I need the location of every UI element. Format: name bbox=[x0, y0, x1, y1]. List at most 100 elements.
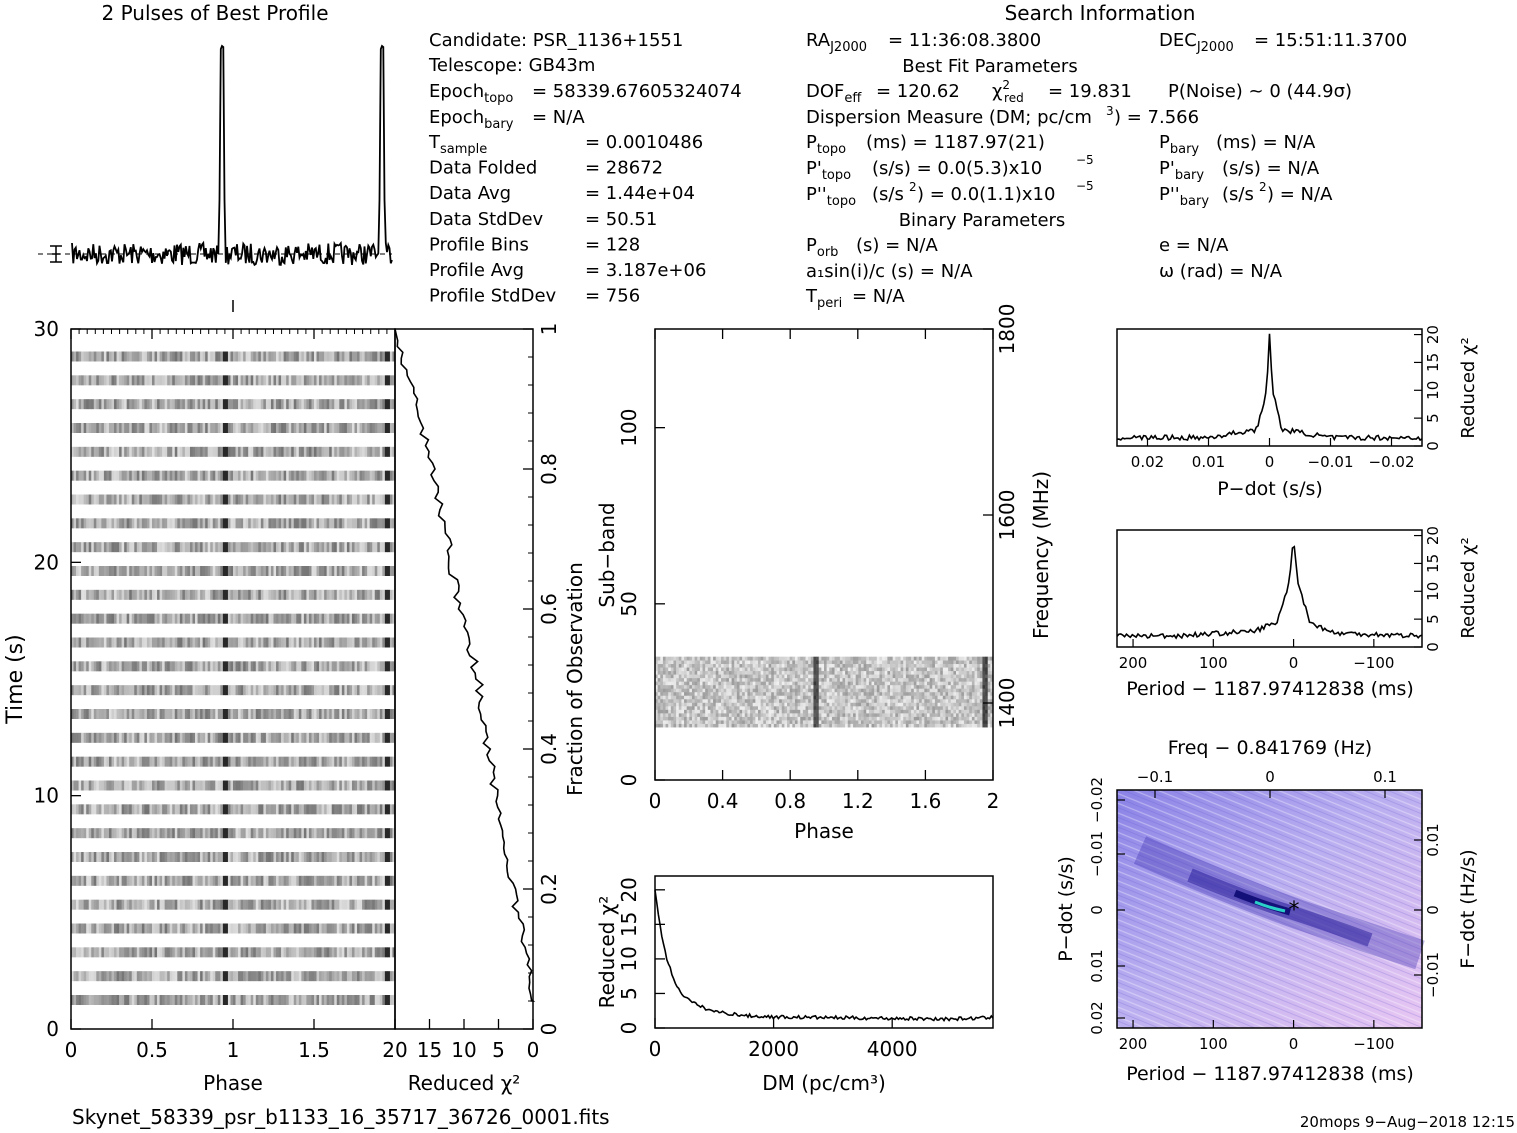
time-phase-cell bbox=[76, 566, 79, 576]
time-phase-cell bbox=[136, 780, 140, 791]
time-phase-cell bbox=[311, 637, 315, 648]
time-phase-cell bbox=[106, 613, 110, 624]
time-phase-cell bbox=[384, 685, 388, 696]
time-phase-cell bbox=[382, 780, 386, 791]
time-phase-cell bbox=[382, 518, 386, 529]
subband-cell bbox=[726, 706, 730, 710]
time-phase-cell bbox=[230, 423, 234, 433]
time-phase-cell bbox=[359, 470, 363, 481]
subband-cell bbox=[900, 713, 904, 717]
time-phase-cell bbox=[314, 661, 317, 672]
time-phase-cell bbox=[169, 852, 173, 862]
time-phase-cell bbox=[230, 971, 234, 982]
time-phase-cell bbox=[167, 780, 171, 791]
time-phase-cell bbox=[210, 804, 214, 815]
time-phase-cell bbox=[215, 589, 219, 600]
subband-cell bbox=[776, 691, 780, 696]
subband-cell bbox=[670, 716, 674, 721]
time-phase-cell bbox=[235, 566, 239, 576]
time-phase-cell bbox=[336, 518, 340, 529]
time-phase-cell bbox=[374, 494, 378, 505]
subband-cell bbox=[831, 695, 835, 700]
time-phase-cell bbox=[235, 923, 239, 934]
time-phase-cell bbox=[372, 971, 376, 982]
time-phase-cell bbox=[240, 470, 244, 481]
time-phase-cell bbox=[164, 351, 168, 362]
time-phase-cell bbox=[377, 661, 381, 672]
subband-cell bbox=[813, 709, 817, 714]
subband-cell bbox=[921, 713, 925, 717]
chi2-time-ytick-label: 0.8 bbox=[537, 453, 561, 485]
time-phase-cell bbox=[88, 375, 92, 386]
pddtopo-label: P''topo bbox=[806, 184, 856, 209]
subband-cell bbox=[921, 723, 925, 728]
subband-cell bbox=[924, 695, 928, 700]
time-phase-cell bbox=[121, 852, 125, 862]
time-phase-cell bbox=[273, 470, 277, 481]
time-phase-cell bbox=[114, 446, 117, 457]
time-phase-cell bbox=[225, 494, 229, 505]
time-phase-cell bbox=[174, 971, 178, 982]
subband-cell bbox=[802, 723, 806, 728]
dm-exponent: 3 bbox=[1106, 104, 1114, 118]
time-phase-cell bbox=[172, 756, 176, 767]
subband-cell bbox=[779, 702, 783, 707]
time-phase-cell bbox=[98, 780, 102, 791]
subband-cell bbox=[800, 691, 804, 696]
time-phase-cell bbox=[167, 661, 171, 672]
time-phase-cell bbox=[71, 995, 74, 1005]
subband-cell bbox=[699, 720, 703, 724]
time-phase-cell bbox=[362, 446, 365, 457]
time-phase-cell bbox=[240, 351, 244, 362]
subband-cell bbox=[929, 709, 933, 714]
time-phase-cell bbox=[334, 494, 338, 505]
time-phase-cell bbox=[278, 423, 282, 433]
time-phase-cell bbox=[187, 613, 191, 624]
subband-cell bbox=[655, 706, 658, 710]
time-phase-cell bbox=[265, 947, 269, 958]
subband-cell bbox=[950, 698, 954, 703]
time-phase-cell bbox=[359, 899, 363, 910]
time-phase-cell bbox=[207, 971, 211, 982]
time-phase-cell bbox=[389, 947, 393, 958]
time-phase-cell bbox=[139, 661, 143, 672]
subband-cell bbox=[747, 716, 751, 721]
time-phase-cell bbox=[71, 494, 74, 505]
time-phase-cell bbox=[255, 518, 259, 529]
time-phase-cell bbox=[276, 470, 279, 481]
time-phase-cell bbox=[296, 661, 300, 672]
time-phase-cell bbox=[341, 732, 345, 743]
time-phase-cell bbox=[233, 852, 236, 862]
time-phase-cell bbox=[164, 732, 168, 743]
time-phase-cell bbox=[298, 494, 302, 505]
subband-cell bbox=[676, 691, 680, 696]
subband-cell bbox=[919, 702, 922, 707]
time-phase-cell bbox=[210, 589, 214, 600]
subband-cell bbox=[945, 716, 949, 721]
time-phase-cell bbox=[270, 446, 274, 457]
time-phase-cell bbox=[303, 732, 307, 743]
time-phase-cell bbox=[146, 899, 150, 910]
time-phase-cell bbox=[96, 995, 100, 1005]
time-phase-cell bbox=[106, 685, 110, 696]
time-phase-cell bbox=[389, 375, 393, 386]
time-phase-cell bbox=[126, 971, 130, 982]
time-phase-cell bbox=[187, 518, 191, 529]
time-phase-cell bbox=[98, 542, 102, 553]
time-phase-cell bbox=[98, 923, 102, 934]
time-phase-cell bbox=[162, 780, 165, 791]
time-phase-cell bbox=[314, 470, 317, 481]
time-phase-cell bbox=[344, 899, 348, 910]
time-phase-cell bbox=[187, 446, 191, 457]
time-phase-cell bbox=[377, 756, 381, 767]
time-phase-cell bbox=[129, 661, 133, 672]
subband-cell bbox=[763, 695, 767, 700]
subband-cell bbox=[779, 691, 783, 696]
time-phase-cell bbox=[152, 661, 155, 672]
time-phase-cell bbox=[351, 971, 355, 982]
time-phase-cell bbox=[121, 470, 125, 481]
subband-cell bbox=[987, 695, 991, 700]
subband-cell bbox=[752, 713, 756, 717]
time-phase-cell bbox=[131, 375, 135, 386]
time-phase-cell bbox=[195, 613, 198, 624]
